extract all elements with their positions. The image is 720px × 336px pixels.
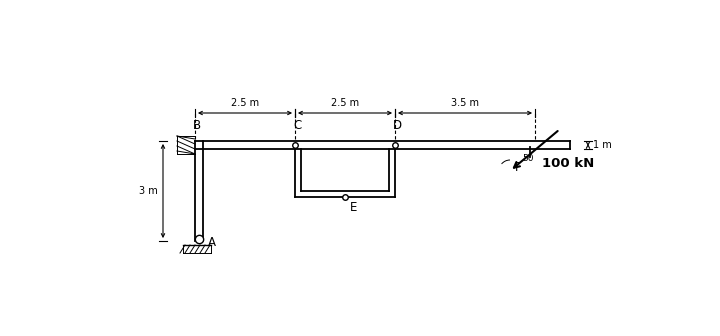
Text: B: B: [193, 119, 201, 132]
Text: F: F: [515, 161, 521, 174]
Text: A: A: [208, 237, 216, 250]
Text: 1 m: 1 m: [593, 140, 612, 150]
Text: 50: 50: [522, 154, 534, 163]
Text: D: D: [393, 119, 402, 132]
Text: 3.5 m: 3.5 m: [451, 98, 479, 108]
Text: C: C: [293, 119, 301, 132]
Text: 2.5 m: 2.5 m: [231, 98, 259, 108]
Text: 100 kN: 100 kN: [541, 157, 594, 170]
Text: 3 m: 3 m: [139, 186, 158, 196]
Text: E: E: [350, 201, 357, 214]
Text: 2.5 m: 2.5 m: [331, 98, 359, 108]
